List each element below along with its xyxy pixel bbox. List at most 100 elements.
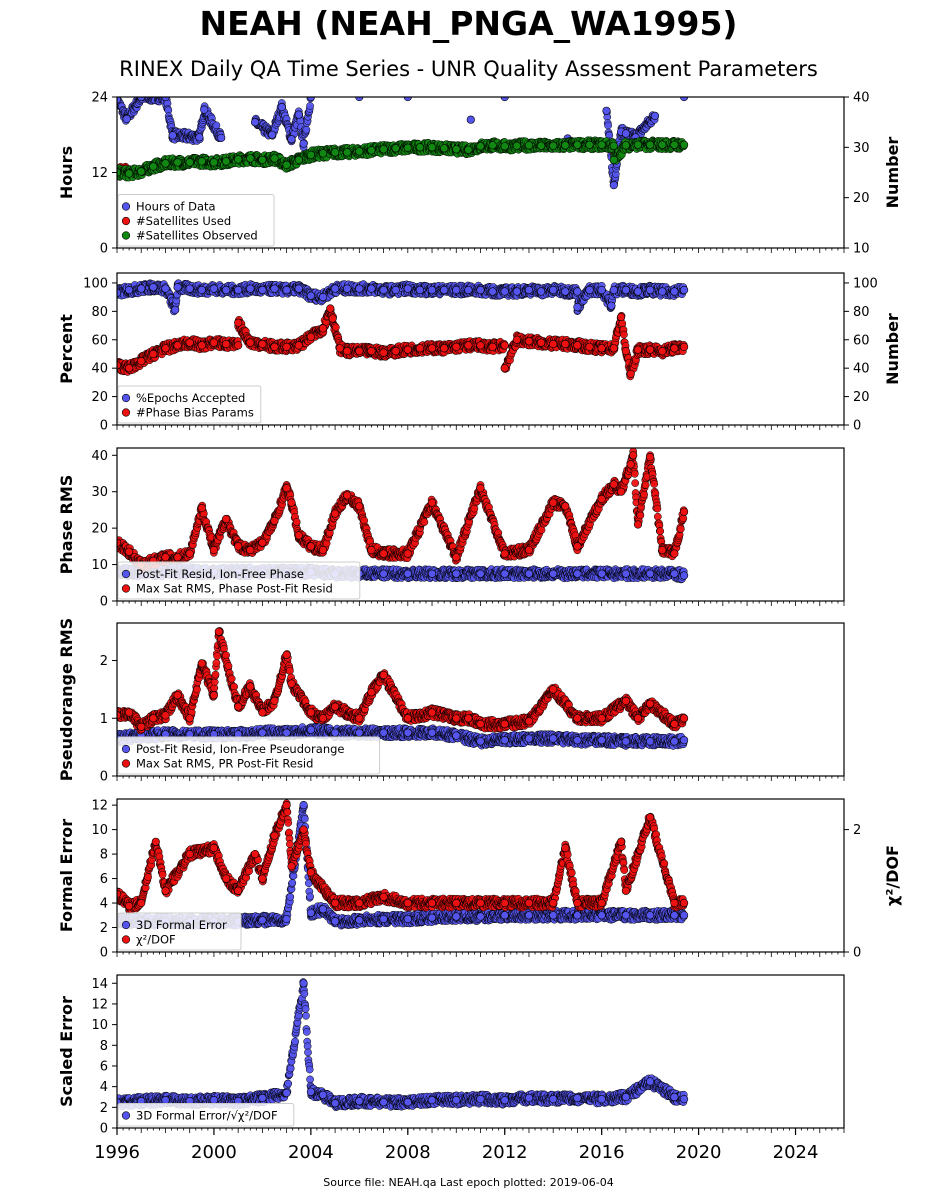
y-axis-label: Hours (57, 146, 76, 199)
series-1-point (209, 284, 218, 293)
series-1-point (452, 285, 461, 295)
series-3-point (306, 150, 316, 159)
series-1-point (415, 285, 425, 295)
series-1-point (306, 291, 316, 300)
series-1-point (609, 285, 618, 295)
series-3-point (645, 140, 655, 149)
series-1-fill-point (164, 97, 167, 98)
series-3-point (367, 146, 376, 155)
series-3-point (500, 142, 509, 151)
y-right-tick-label: 40 (853, 91, 870, 106)
series-3-point (488, 141, 497, 150)
series-1-fill-point (147, 97, 152, 98)
series-1-point (200, 105, 209, 114)
series-1-point (621, 285, 631, 295)
series-1-point (168, 131, 177, 140)
series-group (117, 279, 689, 381)
series-1-point (355, 97, 364, 102)
series-1-point (125, 285, 134, 295)
series-1-fill-point (143, 89, 150, 96)
series-1-point (621, 129, 631, 138)
series-1-point (234, 285, 243, 295)
series-1-fill-point (212, 121, 221, 130)
series-1-point (488, 287, 497, 296)
series-3-point (464, 145, 473, 154)
series-1-point (195, 133, 204, 142)
series-1-point (679, 285, 689, 295)
series-1-point (524, 285, 534, 295)
series-1-point (573, 303, 582, 312)
series-1-point (137, 97, 146, 102)
series-1-point (466, 115, 475, 124)
series-1-point (561, 287, 570, 296)
series-3-point (331, 148, 340, 157)
series-3-point (549, 141, 558, 150)
series-1-fill-point (154, 97, 158, 98)
series-3-point (609, 141, 618, 150)
series-1-point (222, 285, 231, 295)
y-tick-label: 24 (91, 91, 108, 106)
chart-title: NEAH (NEAH_PNGA_WA1995) (199, 4, 738, 43)
series-1-point (500, 287, 509, 296)
series-3-point (621, 141, 631, 150)
series-3-point (343, 148, 352, 157)
legend-label: #Satellites Observed (136, 229, 258, 243)
series-1-point (650, 111, 660, 120)
legend-marker (121, 231, 131, 240)
series-1-point (117, 97, 122, 104)
series-1-fill-point (302, 125, 311, 134)
series-1-fill-point (162, 97, 165, 98)
series-1-point (609, 181, 618, 190)
series-1-point (306, 97, 315, 102)
series-3-point (161, 159, 170, 168)
series-1-point (680, 97, 689, 102)
series-3-point (561, 141, 570, 150)
series-3-point (573, 140, 582, 149)
series-1-point (282, 285, 291, 295)
series-3-point (294, 155, 303, 164)
series-3-point (585, 140, 594, 149)
series-1-point (294, 284, 303, 293)
series-1-point (137, 284, 146, 293)
series-3-point (476, 142, 485, 151)
series-1-point (258, 285, 267, 295)
series-3-point (524, 141, 534, 150)
series-3-point (258, 155, 267, 164)
series-3-point (679, 140, 689, 149)
series-1-point (597, 285, 606, 295)
series-3-point (391, 144, 400, 153)
series-1-fill-point (141, 97, 146, 98)
y-axis-label-right: Number (883, 137, 902, 209)
series-3-point (597, 140, 606, 149)
series-1-point (476, 285, 485, 295)
series-3-point (197, 157, 206, 166)
legend-marker (121, 202, 131, 211)
series-3-point (173, 158, 182, 167)
series-1-point (217, 133, 226, 142)
y-right-tick-label: 20 (853, 191, 870, 206)
series-1-fill-point (155, 97, 159, 98)
series-1-point (536, 287, 546, 296)
series-1-point (403, 284, 412, 293)
series-3-point (670, 140, 679, 149)
series-3-point (246, 154, 255, 163)
series-1-point (287, 135, 296, 144)
series-3-point (633, 140, 643, 149)
series-1-point (270, 284, 279, 293)
series-1-point (549, 285, 558, 295)
series-1-point (440, 285, 449, 295)
series-1-point (251, 118, 260, 127)
series-1-point (658, 287, 667, 296)
series-3-point (234, 155, 243, 164)
series-1-point (367, 284, 376, 293)
series-3-point (609, 155, 618, 164)
series-1-point (500, 97, 509, 102)
series-2-fill-point (332, 323, 340, 332)
series-1-point (161, 97, 170, 102)
series-3-point (512, 141, 522, 150)
legend-label: #Satellites Used (136, 214, 231, 228)
series-3-point (137, 167, 146, 176)
series-1-point (403, 97, 412, 102)
